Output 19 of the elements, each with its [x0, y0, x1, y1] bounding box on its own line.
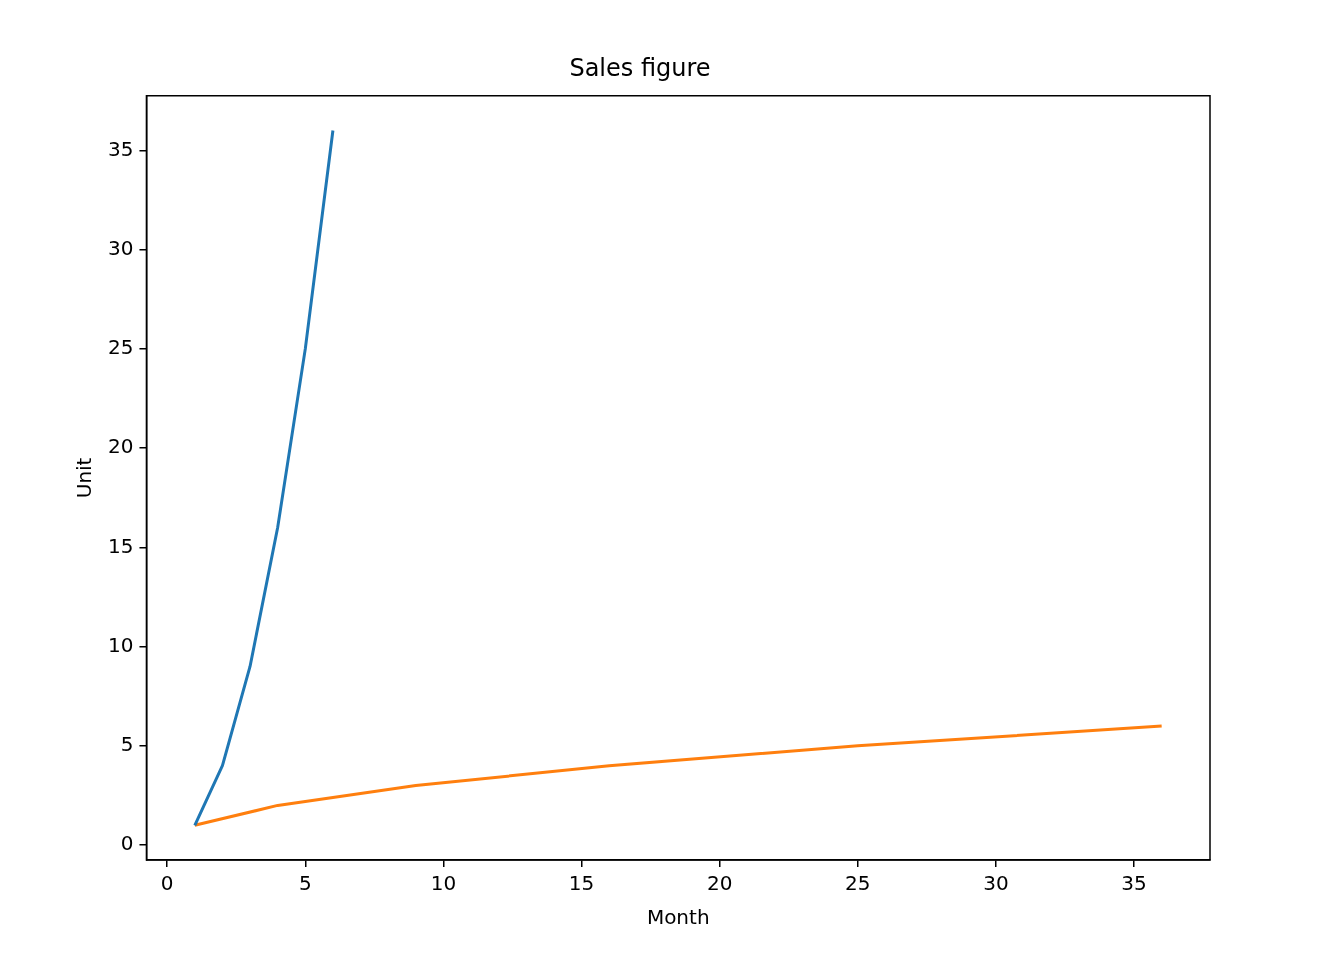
y-tick-label: 5: [120, 732, 134, 757]
y-axis-title: Unit: [72, 457, 97, 499]
y-tick-label: 0: [120, 831, 134, 856]
y-tick-label: 10: [108, 632, 134, 657]
x-tick-label: 20: [706, 871, 733, 896]
x-tick-label: 35: [1121, 871, 1147, 896]
y-tick-label: 30: [108, 235, 134, 260]
x-tick-label: 5: [298, 871, 312, 896]
x-tick-label: 25: [845, 871, 871, 896]
chart-title: Sales figure: [569, 53, 711, 82]
y-tick-label: 25: [108, 335, 134, 360]
x-tick-label: 15: [568, 871, 595, 896]
y-tick-label: 35: [108, 136, 134, 161]
x-tick-label: 0: [160, 871, 174, 896]
x-tick-label: 10: [430, 871, 457, 896]
y-tick-label: 20: [108, 434, 134, 459]
x-axis-title: Month: [646, 905, 710, 930]
x-tick-label: 30: [983, 871, 1009, 896]
y-tick-label: 15: [108, 533, 134, 558]
